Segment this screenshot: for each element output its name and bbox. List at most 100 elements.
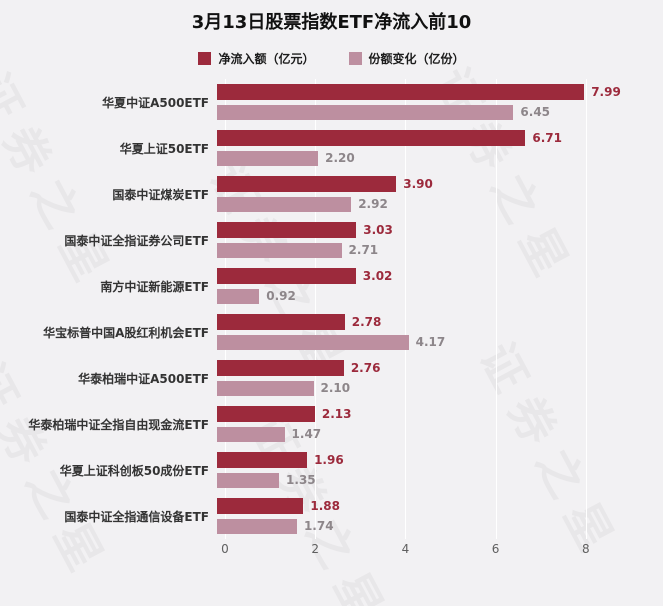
chart-row: 南方中证新能源ETF 3.02 0.92 xyxy=(0,263,663,309)
legend-swatch-net-inflow xyxy=(198,52,212,65)
net-inflow-value: 3.02 xyxy=(362,269,393,283)
bar-pair: 3.03 2.71 xyxy=(217,222,649,258)
bar-line: 6.71 xyxy=(217,130,649,146)
bar-pair: 2.13 1.47 xyxy=(217,406,649,442)
bar-line: 1.88 xyxy=(217,498,649,514)
category-label: 国泰中证全指通信设备ETF xyxy=(64,509,209,524)
net-inflow-bar xyxy=(217,452,308,468)
bar-pair: 6.71 2.20 xyxy=(217,130,649,166)
bar-line: 3.02 xyxy=(217,268,649,284)
net-inflow-value: 2.76 xyxy=(350,361,381,375)
chart-rows: 华夏中证A500ETF 7.99 6.45 华夏上证50ETF 6.71 2.20 国泰中证… xyxy=(0,79,663,539)
chart-row: 华夏上证50ETF 6.71 2.20 xyxy=(0,125,663,171)
bar-chart: 华夏中证A500ETF 7.99 6.45 华夏上证50ETF 6.71 2.20 国泰中证… xyxy=(0,79,663,559)
x-axis-tick: 4 xyxy=(401,542,410,556)
chart-row: 华宝标普中国A股红利机会ETF 2.78 4.17 xyxy=(0,309,663,355)
net-inflow-value: 1.96 xyxy=(314,453,344,467)
share-change-bar xyxy=(217,426,285,442)
share-change-value: 1.74 xyxy=(303,519,334,533)
bar-line: 6.45 xyxy=(217,104,649,120)
net-inflow-bar xyxy=(217,222,357,238)
share-change-value: 1.47 xyxy=(291,427,322,441)
bar-line: 2.13 xyxy=(217,406,649,422)
bar-line: 2.92 xyxy=(217,196,649,212)
share-change-bar xyxy=(217,196,352,212)
bar-line: 1.96 xyxy=(217,452,649,468)
category-label: 国泰中证全指证券公司ETF xyxy=(64,233,209,248)
net-inflow-value: 3.03 xyxy=(363,223,393,237)
net-inflow-bar xyxy=(217,84,585,100)
bar-line: 2.78 xyxy=(217,314,649,330)
legend-label-share-change: 份额变化（亿份） xyxy=(368,52,465,66)
category-label: 华夏上证50ETF xyxy=(119,141,209,156)
category-label: 南方中证新能源ETF xyxy=(100,279,209,294)
share-change-value: 4.17 xyxy=(415,335,446,349)
share-change-bar xyxy=(217,472,280,488)
bar-line: 0.92 xyxy=(217,288,649,304)
bar-line: 3.03 xyxy=(217,222,649,238)
legend-item-net-inflow: 净流入额（亿元） xyxy=(198,50,315,67)
category-label: 华泰柏瑞中证全指自由现金流ETF xyxy=(28,417,209,432)
x-axis-tick: 2 xyxy=(311,542,320,556)
share-change-value: 2.20 xyxy=(325,151,355,165)
x-axis-tick: 8 xyxy=(582,542,590,556)
bar-line: 2.10 xyxy=(217,380,649,396)
bar-line: 1.35 xyxy=(217,472,649,488)
bar-line: 2.20 xyxy=(217,150,649,166)
share-change-bar xyxy=(217,288,260,304)
share-change-bar xyxy=(217,518,297,534)
share-change-bar xyxy=(217,242,342,258)
net-inflow-value: 6.71 xyxy=(532,131,562,145)
net-inflow-bar xyxy=(217,498,304,514)
net-inflow-bar xyxy=(217,130,526,146)
legend: 净流入额（亿元） 份额变化（亿份） xyxy=(0,50,663,67)
x-axis-tick: 6 xyxy=(491,542,500,556)
share-change-value: 2.71 xyxy=(348,243,379,257)
share-change-value: 1.35 xyxy=(286,473,316,487)
legend-label-net-inflow: 净流入额（亿元） xyxy=(218,52,315,66)
bar-line: 3.90 xyxy=(217,176,649,192)
bar-line: 7.99 xyxy=(217,84,649,100)
chart-row: 华夏上证科创板50成份ETF 1.96 1.35 xyxy=(0,447,663,493)
share-change-value: 6.45 xyxy=(520,105,551,119)
bar-line: 1.74 xyxy=(217,518,649,534)
bar-pair: 1.96 1.35 xyxy=(217,452,649,488)
net-inflow-value: 1.88 xyxy=(310,499,340,513)
net-inflow-value: 3.90 xyxy=(403,177,433,191)
net-inflow-bar xyxy=(217,360,344,376)
share-change-bar xyxy=(217,334,409,350)
bar-line: 4.17 xyxy=(217,334,649,350)
category-label: 华宝标普中国A股红利机会ETF xyxy=(43,325,209,340)
bar-line: 2.76 xyxy=(217,360,649,376)
net-inflow-bar xyxy=(217,406,315,422)
share-change-value: 0.92 xyxy=(266,289,296,303)
share-change-value: 2.92 xyxy=(358,197,388,211)
chart-row: 华泰柏瑞中证全指自由现金流ETF 2.13 1.47 xyxy=(0,401,663,447)
net-inflow-value: 7.99 xyxy=(591,85,621,99)
bar-line: 1.47 xyxy=(217,426,649,442)
net-inflow-bar xyxy=(217,268,356,284)
net-inflow-bar xyxy=(217,176,397,192)
bar-pair: 1.88 1.74 xyxy=(217,498,649,534)
bar-pair: 2.78 4.17 xyxy=(217,314,649,350)
bar-line: 2.71 xyxy=(217,242,649,258)
chart-row: 国泰中证煤炭ETF 3.90 2.92 xyxy=(0,171,663,217)
bar-pair: 7.99 6.45 xyxy=(217,84,649,120)
x-axis-tick: 0 xyxy=(221,542,229,556)
share-change-value: 2.10 xyxy=(320,381,351,395)
category-label: 华泰柏瑞中证A500ETF xyxy=(78,371,209,386)
share-change-bar xyxy=(217,150,319,166)
category-label: 国泰中证煤炭ETF xyxy=(112,187,209,202)
category-label: 华夏中证A500ETF xyxy=(102,95,209,110)
net-inflow-bar xyxy=(217,314,345,330)
category-label: 华夏上证科创板50成份ETF xyxy=(59,463,209,478)
bar-pair: 2.76 2.10 xyxy=(217,360,649,396)
chart-row: 华泰柏瑞中证A500ETF 2.76 2.10 xyxy=(0,355,663,401)
chart-row: 国泰中证全指证券公司ETF 3.03 2.71 xyxy=(0,217,663,263)
share-change-bar xyxy=(217,104,514,120)
legend-item-share-change: 份额变化（亿份） xyxy=(348,50,465,67)
bar-pair: 3.02 0.92 xyxy=(217,268,649,304)
chart-row: 国泰中证全指通信设备ETF 1.88 1.74 xyxy=(0,493,663,539)
share-change-bar xyxy=(217,380,314,396)
